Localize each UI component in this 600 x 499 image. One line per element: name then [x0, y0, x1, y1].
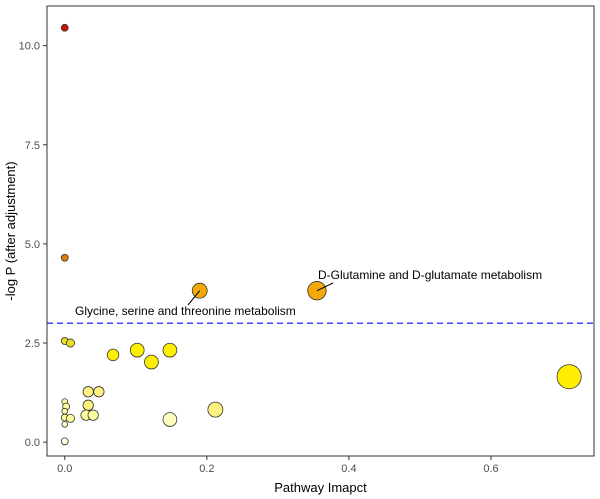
data-point: [144, 354, 159, 370]
data-point: [61, 407, 69, 415]
data-point: [61, 420, 69, 428]
annotation-label: Glycine, serine and threonine metabolism: [75, 304, 296, 318]
annotation-leader: [187, 290, 201, 306]
data-point: [93, 386, 105, 398]
plot-frame: [46, 5, 595, 457]
data-point: [82, 386, 94, 398]
x-tick-label: 0.4: [341, 463, 356, 475]
data-point: [87, 409, 99, 421]
data-point: [60, 437, 69, 446]
y-tick-label: 2.5: [25, 338, 40, 350]
x-tick-label: 0.6: [483, 463, 498, 475]
y-tick-label: 5.0: [25, 239, 40, 251]
x-tick-label: 0.0: [57, 463, 72, 475]
data-point: [65, 338, 75, 348]
x-tick-label: 0.2: [199, 463, 214, 475]
y-tick-label: 0.0: [25, 437, 40, 449]
data-point: [60, 253, 69, 262]
data-point: [82, 399, 94, 411]
data-point: [106, 348, 120, 362]
data-point: [207, 401, 224, 418]
data-point: [129, 342, 145, 358]
data-point: [556, 364, 582, 390]
data-point: [162, 412, 178, 427]
x-axis-title: Pathway Imapct: [274, 480, 367, 495]
data-point: [162, 342, 178, 358]
annotation-label: D-Glutamine and D-glutamate metabolism: [318, 268, 542, 282]
y-tick-label: 7.5: [25, 140, 40, 152]
data-point: [60, 23, 69, 32]
y-axis-title: -log P (after adjustment): [3, 161, 18, 300]
data-point: [65, 413, 75, 423]
y-tick-label: 10.0: [19, 41, 40, 53]
annotation-leader: [316, 282, 334, 292]
